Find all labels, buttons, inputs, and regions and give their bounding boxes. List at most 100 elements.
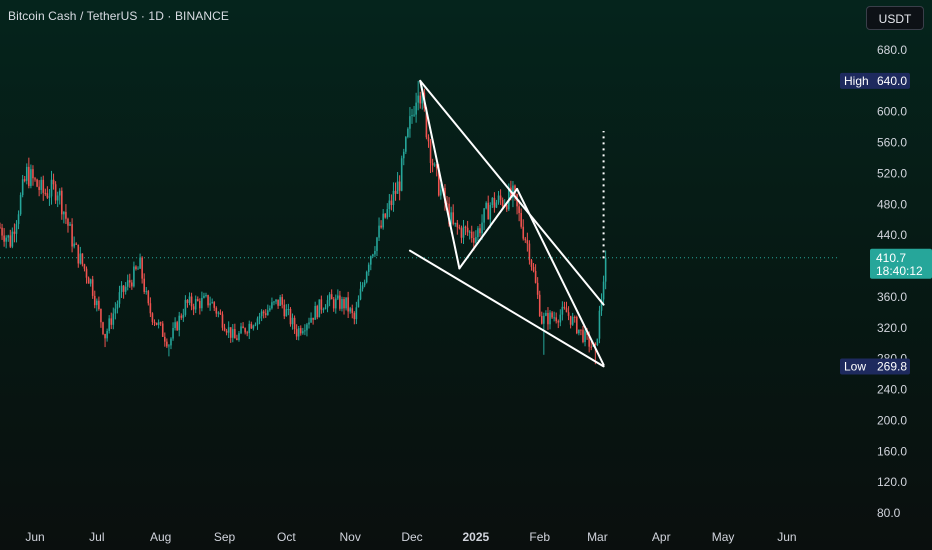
candle-body — [530, 260, 533, 267]
candle-body — [571, 316, 574, 325]
candle-body — [256, 318, 259, 325]
candle-body — [182, 314, 185, 318]
candle-body — [32, 169, 34, 179]
candle-body — [89, 279, 92, 284]
y-tick-label: 560.0 — [877, 136, 907, 150]
candle-body — [264, 313, 267, 316]
candle-body — [431, 162, 434, 166]
candle-body — [44, 192, 47, 194]
candle-body — [291, 317, 294, 325]
candle-body — [411, 115, 413, 117]
candle-body — [458, 227, 461, 229]
candle-body — [15, 224, 18, 234]
candle-body — [590, 346, 593, 348]
candle-body — [50, 179, 53, 197]
candle-body — [487, 202, 490, 220]
candle-body — [246, 332, 248, 334]
candle-body — [419, 95, 422, 104]
y-tick-label: 480.0 — [877, 197, 907, 211]
candle-body — [326, 300, 329, 308]
candle-body — [52, 179, 55, 185]
candle-body — [87, 277, 90, 284]
high-tag-value: 640.0 — [877, 74, 907, 88]
candle-body — [378, 225, 380, 238]
candle-body — [337, 295, 339, 299]
candle-body — [98, 300, 100, 309]
candle-body — [38, 186, 40, 190]
candle-body — [596, 338, 599, 346]
candle-body — [584, 331, 586, 343]
candle-body — [77, 244, 80, 264]
currency-button[interactable]: USDT — [866, 6, 924, 30]
candle-body — [188, 296, 191, 303]
candle-body — [75, 243, 78, 245]
candle-body — [343, 299, 345, 309]
candle-body — [473, 238, 475, 243]
candle-body — [180, 315, 183, 318]
candle-body — [161, 323, 164, 337]
candle-body — [69, 224, 71, 226]
candle-body — [250, 323, 253, 329]
candle-body — [304, 330, 306, 332]
candle-body — [102, 322, 104, 334]
candle-body — [137, 268, 139, 270]
candle-body — [347, 297, 349, 312]
candle-body — [386, 209, 389, 218]
candle-body — [122, 285, 125, 292]
candle-body — [190, 296, 193, 307]
candle-body — [367, 264, 370, 272]
candle-body — [512, 185, 514, 198]
candle-body — [139, 257, 141, 269]
candle-body — [526, 240, 529, 244]
candle-body — [54, 184, 57, 201]
candle-body — [390, 200, 393, 206]
candle-body — [413, 114, 415, 116]
candle-body — [450, 212, 452, 225]
candle-body — [470, 231, 473, 239]
candle-body — [124, 286, 127, 292]
time-axis[interactable]: Jun Jul Aug Sep Oct Nov Dec 2025 Feb Mar Apr May Jun — [25, 530, 796, 544]
candle-body — [308, 322, 310, 325]
x-tick-label: May — [712, 530, 735, 544]
candle-body — [118, 292, 121, 304]
candle-body — [448, 203, 450, 225]
candle-body — [363, 282, 366, 286]
candle-body — [106, 330, 108, 339]
candle-body — [520, 213, 522, 227]
candle-body — [384, 213, 387, 218]
pattern-trendline — [516, 187, 605, 366]
candle-body — [194, 299, 197, 310]
candle-body — [604, 257, 607, 282]
candle-body — [505, 204, 508, 210]
candle-body — [281, 297, 284, 305]
candle-body — [289, 308, 292, 325]
price-axis[interactable]: 680.0640.0600.0560.0520.0480.0440.0400.0… — [877, 43, 907, 520]
candle-body — [285, 309, 288, 317]
candle-body — [462, 226, 465, 238]
candle-body — [392, 190, 395, 206]
candle-body — [221, 314, 224, 328]
y-tick-label: 360.0 — [877, 290, 907, 304]
current-price-value: 410.7 — [876, 251, 906, 265]
current-price-tag-bg — [870, 248, 932, 279]
candle-body — [322, 309, 325, 311]
candle-body — [13, 231, 16, 234]
candle-body — [42, 179, 45, 193]
candle-body — [483, 208, 485, 223]
candle-body — [128, 280, 131, 283]
candle-body — [65, 211, 67, 219]
candle-body — [565, 308, 568, 313]
candle-body — [425, 108, 428, 138]
candle-body — [219, 312, 222, 315]
x-tick-label: Sep — [214, 530, 236, 544]
candle-body — [429, 141, 432, 163]
x-tick-label: Feb — [529, 530, 550, 544]
candle-body — [456, 222, 459, 228]
y-tick-label: 120.0 — [877, 475, 907, 489]
candle-body — [306, 324, 308, 331]
candle-body — [231, 329, 234, 338]
candle-body — [184, 299, 187, 315]
candle-body — [553, 317, 555, 319]
candle-body — [479, 228, 481, 234]
